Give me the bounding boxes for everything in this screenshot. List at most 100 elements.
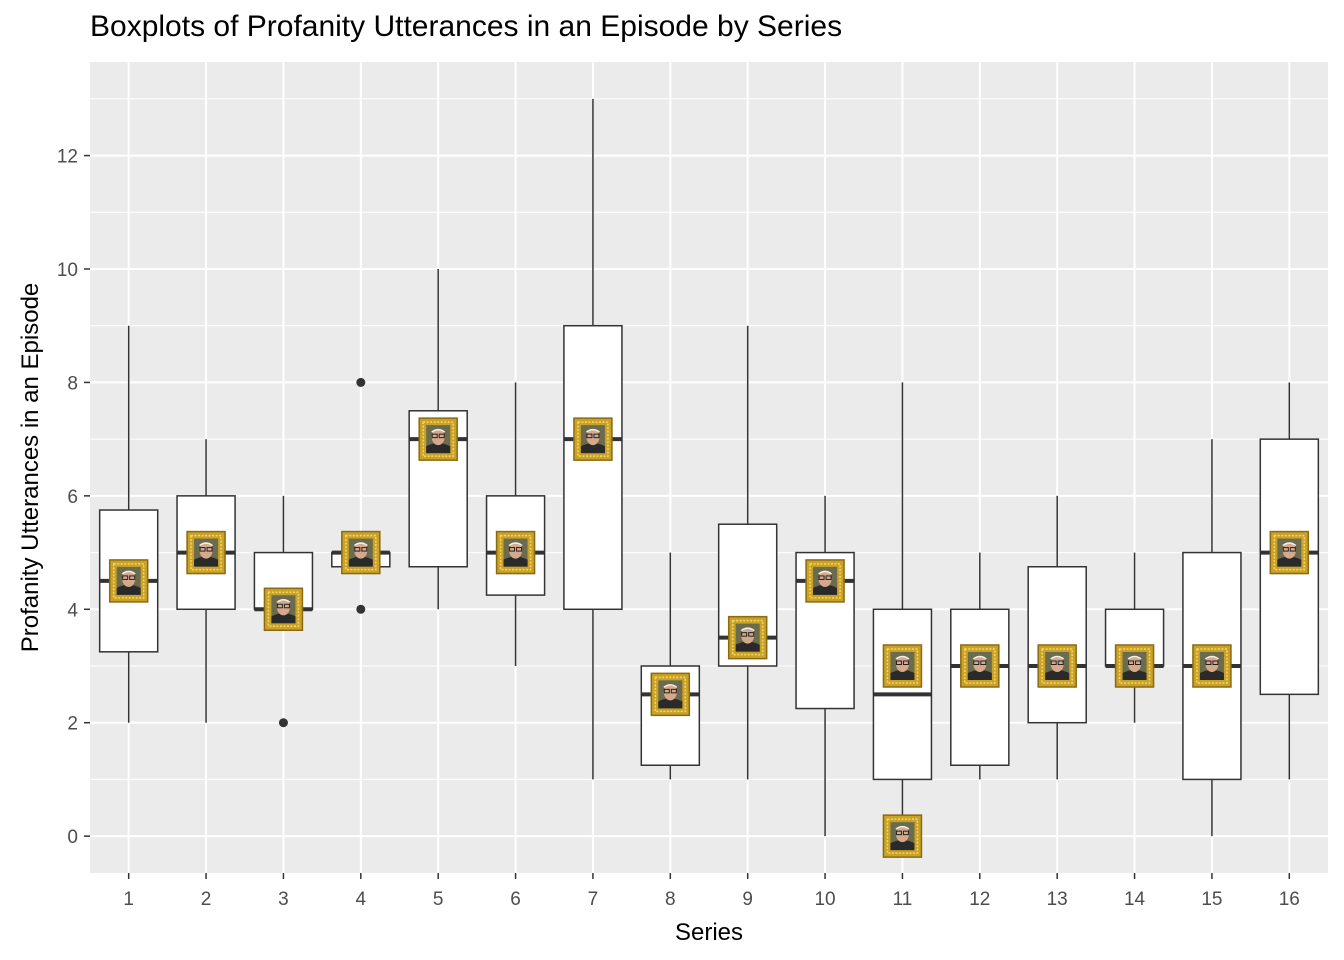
framed-portrait-icon xyxy=(650,672,691,717)
portrait-glasses-left xyxy=(199,547,206,552)
y-tick-label: 6 xyxy=(67,487,78,508)
portrait-face xyxy=(818,570,832,587)
portrait-glasses-left xyxy=(741,632,748,637)
framed-portrait-icon xyxy=(1114,644,1155,688)
portrait-glasses-right xyxy=(516,547,523,552)
portrait-hair xyxy=(1050,655,1065,660)
framed-portrait-icon xyxy=(1192,644,1232,688)
x-tick-label: 10 xyxy=(814,889,835,910)
portrait-hair xyxy=(121,570,136,575)
portrait-hair xyxy=(895,825,910,830)
portrait-shirt xyxy=(1277,556,1302,567)
portrait-shirt xyxy=(967,669,992,680)
portrait-face xyxy=(895,655,909,672)
portrait-face xyxy=(122,570,136,587)
portrait-frame-ornament xyxy=(809,563,841,599)
x-tick-label: 6 xyxy=(510,889,521,910)
x-tick-label: 12 xyxy=(969,889,990,910)
box-series-11 xyxy=(872,382,933,837)
portrait-frame-ornament xyxy=(886,818,919,854)
framed-portrait-icon xyxy=(960,644,1000,688)
x-tick-label: 3 xyxy=(278,889,289,910)
portrait-hair xyxy=(818,570,833,575)
portrait-face xyxy=(199,542,213,559)
portrait-glasses-right xyxy=(129,575,136,580)
portrait-hair xyxy=(895,655,910,660)
portrait-glasses-right xyxy=(1057,660,1064,665)
x-tick-label: 9 xyxy=(742,889,753,910)
portrait-glasses-right xyxy=(1135,660,1142,665)
outlier-point xyxy=(356,377,366,387)
portrait-shirt xyxy=(735,641,760,652)
framed-portrait-icon xyxy=(341,530,381,575)
iqr-box xyxy=(563,324,623,611)
portrait-glasses-right xyxy=(361,547,368,552)
portrait-glasses-right xyxy=(1289,547,1296,552)
portrait-glasses-right xyxy=(206,547,213,552)
framed-portrait-icon xyxy=(495,530,536,575)
portrait-glasses-right xyxy=(438,433,445,439)
portrait-glasses-right xyxy=(980,660,987,665)
portrait-glasses-left xyxy=(1282,547,1289,552)
portrait-hair xyxy=(199,542,214,547)
x-tick-label: 7 xyxy=(588,889,599,910)
portrait-hair xyxy=(431,428,446,433)
portrait-shirt xyxy=(658,698,683,709)
portrait-frame-ornament xyxy=(1196,648,1228,684)
portrait-shirt xyxy=(271,613,296,624)
portrait-face xyxy=(586,429,600,446)
portrait-shirt xyxy=(1045,669,1070,680)
framed-portrait-icon xyxy=(263,587,304,632)
x-tick-label: 4 xyxy=(356,889,367,910)
portrait-shirt xyxy=(1199,669,1224,680)
portrait-shirt xyxy=(580,443,605,454)
portrait-shirt xyxy=(890,840,915,851)
portrait-shirt xyxy=(194,556,219,567)
portrait-face xyxy=(431,429,445,446)
portrait-shirt xyxy=(1122,669,1147,680)
y-tick-label: 12 xyxy=(57,147,78,168)
portrait-glasses-left xyxy=(895,830,902,836)
portrait-hair xyxy=(276,599,291,603)
portrait-frame-ornament xyxy=(577,421,609,457)
portrait-frame-ornament xyxy=(1273,534,1306,571)
portrait-glasses-right xyxy=(825,575,832,580)
x-tick-label: 14 xyxy=(1124,889,1146,910)
portrait-glasses-left xyxy=(818,575,825,580)
framed-portrait-icon xyxy=(1269,530,1310,575)
framed-portrait-icon xyxy=(805,559,845,603)
framed-portrait-icon xyxy=(186,530,226,575)
portrait-face xyxy=(973,655,987,672)
portrait-hair xyxy=(585,428,600,433)
portrait-frame-ornament xyxy=(267,591,300,628)
portrait-shirt xyxy=(426,443,451,454)
portrait-frame-ornament xyxy=(422,421,454,457)
portrait-glasses-left xyxy=(586,433,593,439)
portrait-frame-ornament xyxy=(345,534,377,571)
portrait-hair xyxy=(663,684,678,688)
portrait-shirt xyxy=(116,584,141,595)
y-tick-label: 2 xyxy=(67,714,78,735)
y-axis-title: Profanity Utterances in an Episode xyxy=(17,283,44,653)
portrait-glasses-right xyxy=(748,632,755,637)
portrait-glasses-left xyxy=(276,603,283,609)
x-tick-label: 5 xyxy=(433,889,444,910)
portrait-frame-ornament xyxy=(112,563,145,599)
x-tick-label: 2 xyxy=(201,889,212,910)
portrait-hair xyxy=(740,627,755,632)
framed-portrait-icon xyxy=(1037,644,1077,688)
portrait-glasses-left xyxy=(354,547,361,552)
portrait-markers-layer xyxy=(108,417,1310,858)
x-tick-label: 11 xyxy=(893,889,913,910)
portrait-face xyxy=(509,542,523,559)
portrait-glasses-right xyxy=(283,603,290,609)
framed-portrait-icon xyxy=(418,417,458,461)
x-tick-label: 16 xyxy=(1279,889,1300,910)
portrait-face xyxy=(895,826,909,843)
x-tick-label: 13 xyxy=(1047,889,1068,910)
portrait-hair xyxy=(1204,655,1219,660)
portrait-face xyxy=(1205,655,1219,672)
portrait-glasses-left xyxy=(122,575,129,580)
chart-title: Boxplots of Profanity Utterances in an E… xyxy=(90,10,843,43)
